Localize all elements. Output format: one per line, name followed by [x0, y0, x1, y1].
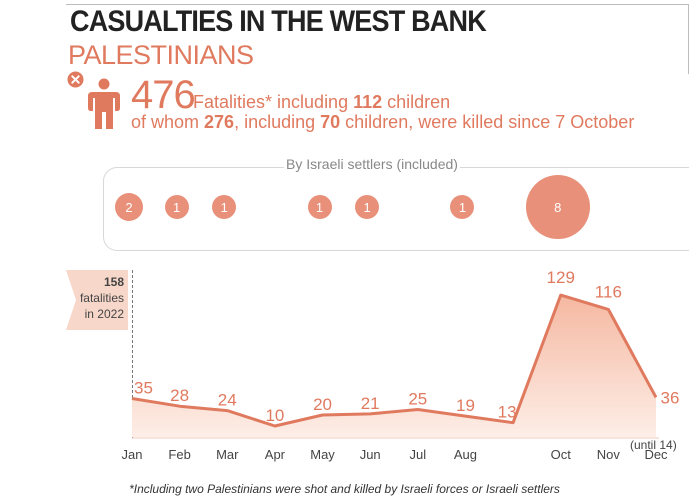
- data-label-feb: 28: [170, 386, 189, 405]
- settler-bubble-mar: 1: [212, 195, 237, 219]
- prev-year-text: 158 fatalities in 2022: [66, 274, 124, 322]
- close-circle-icon: [67, 71, 84, 88]
- children-count: 112: [353, 92, 383, 112]
- tick-label-nov: Nov: [597, 447, 621, 462]
- data-label-jul: 25: [408, 390, 427, 409]
- data-label-mar: 24: [218, 391, 237, 410]
- fatalities-line: Fatalities* including 112 children: [193, 92, 450, 113]
- year-divider: [132, 270, 133, 438]
- prev-year-tag: [66, 270, 128, 330]
- page-subtitle: PALESTINIANS: [68, 40, 254, 70]
- fatalities-text: Fatalities* including: [193, 92, 354, 112]
- tick-label-aug: Aug: [454, 447, 477, 462]
- total-fatalities: 476: [131, 73, 196, 117]
- tick-label-feb: Feb: [168, 447, 190, 462]
- prev-year-line1: fatalities: [79, 291, 124, 305]
- person-icon: [88, 78, 120, 129]
- data-label-nov: 116: [595, 282, 622, 301]
- prev-year-line2: in 2022: [84, 307, 124, 321]
- data-label-apr: 10: [265, 406, 284, 425]
- settler-bubble-oct: 8: [525, 175, 590, 239]
- settler-bubble-feb: 1: [164, 195, 189, 219]
- series-line: [131, 293, 658, 428]
- footnote: *Including two Palestinians were shot an…: [129, 482, 560, 496]
- tick-label-jul: Jul: [410, 447, 427, 462]
- data-label-may: 20: [313, 395, 332, 414]
- series-area: [132, 295, 656, 437]
- data-label-sep: 13: [498, 403, 517, 422]
- settler-bubble-jan: 2: [115, 193, 143, 221]
- settler-bubble-aug: 1: [450, 195, 475, 219]
- settler-bubble-may: 1: [307, 195, 332, 219]
- tick-label-may: May: [310, 447, 335, 462]
- dec-note: (until 14): [630, 438, 677, 452]
- tick-label-jan: Jan: [122, 447, 143, 462]
- settler-bubble-jun: 1: [355, 195, 380, 219]
- settlers-label: By Israeli settlers (included): [284, 156, 460, 172]
- data-label-oct: 129: [547, 268, 575, 287]
- data-label-jan: 35: [134, 379, 153, 398]
- prev-year-value: 158: [103, 275, 124, 289]
- tick-label-oct: Oct: [551, 447, 572, 462]
- page-title: CASUALTIES IN THE WEST BANK: [70, 5, 487, 38]
- tick-label-apr: Apr: [265, 447, 286, 462]
- data-label-jun: 21: [361, 394, 380, 413]
- data-label-aug: 19: [456, 396, 475, 415]
- tick-label-jun: Jun: [360, 447, 381, 462]
- since-october-children: 70: [320, 112, 341, 132]
- including-text: , including: [234, 112, 321, 132]
- data-label-dec: 36: [661, 388, 680, 407]
- since-october-total: 276: [204, 112, 235, 132]
- top-rule: [66, 4, 689, 5]
- since-october-line: of whom 276, including 70 children, were…: [131, 112, 634, 133]
- children-text: children: [382, 92, 451, 112]
- since-text: children, were killed since 7 October: [340, 112, 635, 132]
- of-whom-text: of whom: [131, 112, 205, 132]
- tick-label-mar: Mar: [216, 447, 239, 462]
- tick-label-dec: Dec: [644, 447, 668, 462]
